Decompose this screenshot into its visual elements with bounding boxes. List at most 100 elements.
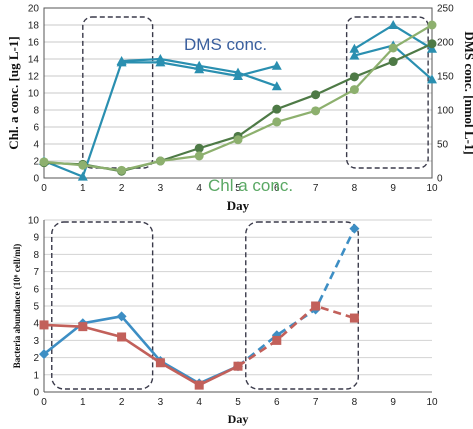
top-series-0-point [271, 60, 282, 70]
top-series-5-point [117, 165, 127, 175]
top-series-1-point [233, 67, 243, 77]
bottom-y-tick-label: 1 [33, 370, 39, 381]
bottom-x-tick-label: 0 [41, 397, 47, 408]
bottom-y-tick-label: 2 [33, 353, 39, 364]
top-series-1-point [155, 54, 166, 63]
bottom-y-axis-title: Bacteria abundance (10⁶ cell/ml) [12, 244, 22, 368]
top-highlight-windows [82, 16, 429, 169]
bottom-y-tick-label: 10 [28, 216, 40, 227]
bottom-y-tick-label: 5 [33, 302, 39, 313]
bottom-series-1-point [78, 322, 88, 332]
top-y-left-tick-label: 16 [28, 38, 40, 49]
top-series-5-point [311, 106, 321, 116]
top-x-tick-label: 0 [41, 183, 47, 194]
top-series-3-point [427, 74, 437, 84]
bottom-series-1-point [349, 313, 359, 323]
top-x-axis-title: Day [227, 198, 250, 213]
top-x-tick-label: 2 [119, 183, 125, 194]
top-series-2-point [349, 43, 360, 53]
top-y-right-tick-label: 0 [437, 174, 443, 185]
bottom-x-tick-label: 10 [426, 397, 438, 408]
bottom-x-tick-label: 4 [196, 397, 202, 408]
top-x-tick-label: 7 [313, 183, 319, 194]
top-series-5-point [155, 156, 165, 166]
top-y-left-axis-title: Chl. a conc. [ug L-1] [6, 36, 21, 149]
top-y-right-tick-label: 250 [437, 4, 454, 15]
top-y-left-tick-labels: 0 2 4 6 8 10 12 14 16 18 20 [28, 4, 40, 185]
bottom-y-tick-label: 9 [33, 233, 39, 244]
top-x-tick-label: 8 [352, 183, 358, 194]
bottom-series-0-point [39, 349, 49, 360]
bottom-y-tick-label: 3 [33, 336, 39, 347]
bottom-x-tick-label: 2 [119, 397, 125, 408]
bottom-y-tick-label: 8 [33, 250, 39, 261]
bottom-x-tick-label: 6 [274, 397, 280, 408]
top-series-5-point [194, 151, 204, 161]
bottom-y-tick-label: 7 [33, 267, 39, 278]
top-series-5-point [388, 43, 398, 53]
bottom-series-1-point [39, 320, 49, 330]
top-series [39, 20, 437, 181]
top-x-tick-label: 4 [196, 183, 202, 194]
top-series-5-point [272, 117, 282, 127]
top-plot-frame [43, 7, 433, 179]
bottom-series-dashed-line-0 [237, 228, 356, 368]
top-x-tick-label: 5 [235, 183, 241, 194]
top-series-3-point [349, 50, 360, 60]
bottom-series-1-point [117, 332, 127, 342]
bottom-x-tick-label: 3 [158, 397, 164, 408]
top-y-right-tick-label: 50 [437, 140, 449, 151]
bottom-x-axis-title: Day [228, 412, 249, 426]
top-y-left-tick-label: 20 [28, 4, 40, 15]
top-y-right-tick-labels: 0 50 100 150 200 250 [437, 4, 454, 185]
bottom-x-tick-label: 1 [80, 397, 86, 408]
top-y-right-tick-label: 100 [437, 106, 454, 117]
top-series-4-point [427, 39, 437, 49]
bottom-x-tick-labels: 0 1 2 3 4 5 6 7 8 9 10 [41, 397, 438, 408]
bottom-highlight-window [51, 221, 154, 390]
top-x-tick-label: 3 [158, 183, 164, 194]
top-series-4-point [311, 90, 321, 100]
bottom-series-1-point [311, 301, 321, 311]
top-series-5-point [233, 135, 243, 145]
chl-annotation: Chl a conc. [208, 176, 293, 195]
top-series-1-point [271, 81, 282, 91]
bottom-highlight-windows [51, 221, 359, 390]
top-series-4-point [272, 104, 282, 114]
top-x-tick-label: 10 [426, 183, 438, 194]
top-series-4-point [388, 57, 398, 67]
bottom-y-tick-label: 0 [33, 388, 39, 399]
top-y-right-tick-label: 150 [437, 72, 454, 83]
top-series-0-point [77, 171, 88, 181]
top-y-left-tick-label: 0 [33, 174, 39, 185]
top-series-4-point [349, 72, 359, 82]
bottom-series-1-point [155, 358, 165, 368]
bottom-series-0-point [116, 311, 127, 322]
bottom-y-tick-label: 6 [33, 284, 39, 295]
top-y-left-tick-label: 14 [28, 55, 40, 66]
top-series-5-point [78, 160, 88, 170]
top-series-1-point [194, 60, 205, 70]
bottom-chart: 0 1 2 3 4 5 6 7 8 9 10 0 1 2 3 4 5 6 7 8 9 10 Day Bacteria a… [12, 216, 438, 427]
top-series-1-point [116, 56, 127, 66]
bottom-y-tick-labels: 0 1 2 3 4 5 6 7 8 9 10 [28, 216, 40, 399]
bottom-series-line-1 [43, 323, 239, 387]
top-series-5-point [349, 85, 359, 95]
bottom-series-1-point [272, 335, 282, 345]
top-x-tick-label: 9 [390, 183, 396, 194]
bottom-y-tick-label: 4 [33, 319, 39, 330]
top-x-tick-label: 1 [80, 183, 86, 194]
bottom-x-tick-label: 9 [390, 397, 396, 408]
bottom-x-tick-label: 7 [313, 397, 319, 408]
bottom-highlight-window [245, 221, 359, 390]
top-y-left-tick-label: 4 [33, 140, 39, 151]
top-y-right-axis-title: DMS conc. [nmol L-1] [462, 31, 473, 155]
bottom-x-tick-label: 5 [235, 397, 241, 408]
bottom-gridlines [44, 219, 432, 376]
top-series-2-point [427, 43, 437, 53]
top-series-5-point [427, 20, 437, 30]
top-y-left-tick-label: 6 [33, 123, 39, 134]
top-highlight-window [345, 16, 429, 169]
